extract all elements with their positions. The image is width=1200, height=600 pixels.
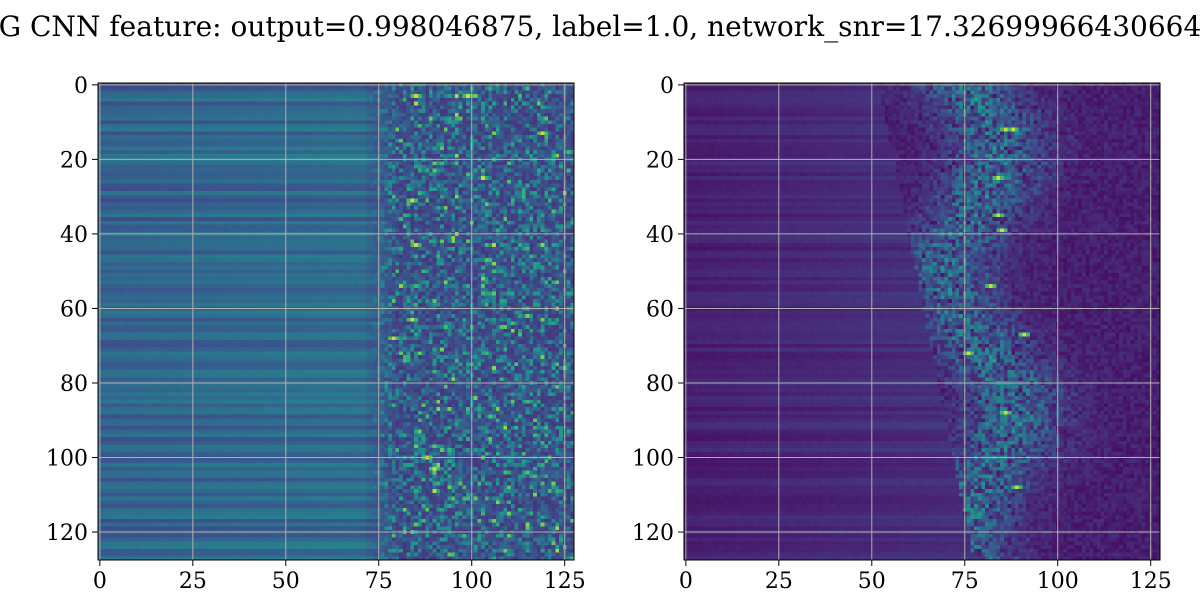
x-tick-label: 0	[679, 569, 693, 594]
y-tick-label: 100	[632, 447, 674, 472]
y-tick-label: 0	[660, 74, 674, 99]
x-tick-label: 50	[272, 569, 300, 594]
x-tick-label: 100	[1037, 569, 1079, 594]
x-tick-label: 50	[858, 569, 886, 594]
y-tick-label: 40	[646, 223, 674, 248]
x-tick-label: 75	[365, 569, 393, 594]
y-tick-label: 0	[74, 74, 88, 99]
axes-frame	[683, 82, 1161, 561]
y-tick-label: 120	[46, 521, 88, 546]
heatmap-panel-2: 0 25 50 75 100 125 0 20 40 60 80 100 120	[632, 74, 1172, 594]
y-tick-label: 60	[646, 297, 674, 322]
heatmap-panel-1: 0 25 50 75 100 125 0 20 40 60 80 100 120	[46, 74, 586, 594]
heatmap-image	[98, 83, 574, 560]
x-tick-label: 25	[179, 569, 207, 594]
y-tick-label: 60	[60, 297, 88, 322]
x-tick-label: 25	[765, 569, 793, 594]
heatmap-image	[684, 83, 1160, 560]
y-tick-label: 80	[60, 372, 88, 397]
x-tick-label: 125	[1130, 569, 1172, 594]
x-tick-label: 0	[93, 569, 107, 594]
y-tick-label: 120	[632, 521, 674, 546]
axes-frame	[97, 82, 575, 561]
y-tick-label: 20	[646, 148, 674, 173]
y-tick-label: 80	[646, 372, 674, 397]
y-tick-label: 40	[60, 223, 88, 248]
y-tick-label: 100	[46, 447, 88, 472]
y-tick-label: 20	[60, 148, 88, 173]
figure-title: G CNN feature: output=0.998046875, label…	[0, 10, 1200, 43]
x-tick-label: 100	[451, 569, 493, 594]
x-tick-label: 75	[951, 569, 979, 594]
x-tick-label: 125	[544, 569, 586, 594]
